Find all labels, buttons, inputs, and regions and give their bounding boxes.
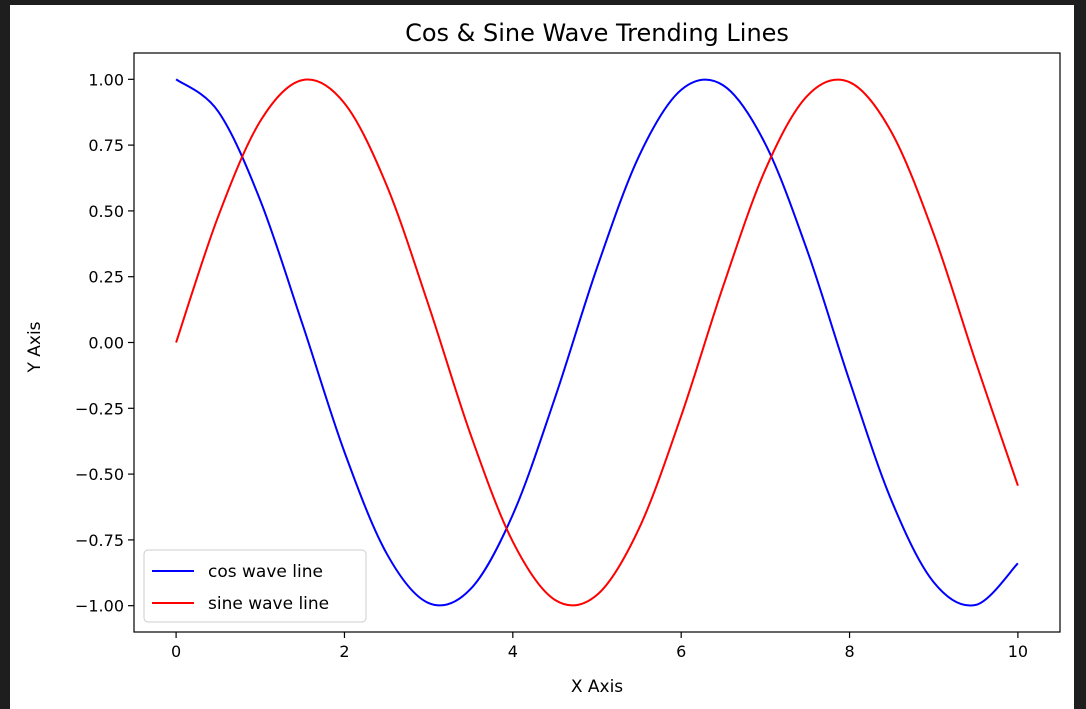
x-tick-label: 0 [171,642,181,661]
x-axis-label: X Axis [571,677,623,697]
plot-area [133,52,1061,633]
legend-label: cos wave line [208,562,323,582]
y-tick-label: 0.00 [88,334,124,353]
y-tick-label: −0.75 [75,531,124,550]
y-axis-label: Y Axis [25,321,45,373]
chart-figure: 0 2 4 6 8 10 1.00 0.75 0.50 0.25 0.00 −0.25 −0.50 −0.… [10,5,1074,709]
x-tick-label: 4 [508,642,518,661]
line-chart: 0 2 4 6 8 10 1.00 0.75 0.50 0.25 0.00 −0.25 −0.50 −0.… [25,19,1061,697]
y-tick-label: 0.75 [88,136,124,155]
x-tick-label: 6 [676,642,686,661]
y-tick-label: 0.25 [88,268,124,287]
series-line-sine [175,78,1019,607]
y-tick-label: −0.50 [75,465,124,484]
y-tick-label: −1.00 [75,597,124,616]
chart-title: Cos & Sine Wave Trending Lines [405,19,789,47]
y-tick-label: 0.50 [88,202,124,221]
x-tick-label: 8 [844,642,854,661]
legend: cos wave line sine wave line [143,549,367,623]
legend-label: sine wave line [208,594,329,614]
series-line-cos [175,78,1019,607]
legend-box [143,549,367,623]
x-tick-label: 2 [339,642,349,661]
y-tick-label: 1.00 [88,70,124,89]
x-tick-label: 10 [1008,642,1028,661]
y-tick-label: −0.25 [75,399,124,418]
